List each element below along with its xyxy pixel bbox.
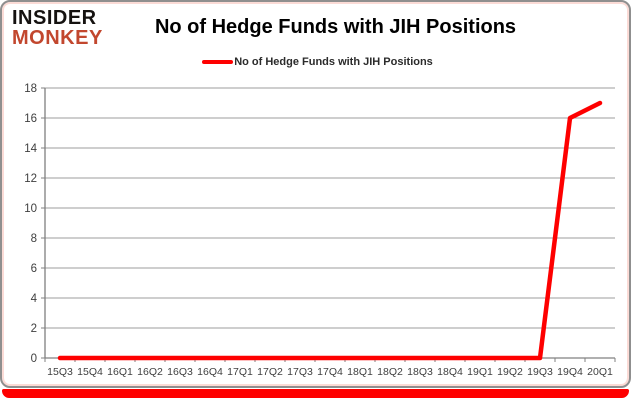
y-tick-label: 2 xyxy=(31,323,37,335)
x-tick-label: 15Q3 xyxy=(47,366,73,378)
x-tick-label: 18Q1 xyxy=(347,366,373,378)
x-tick-label: 15Q4 xyxy=(77,366,103,378)
y-tick-label: 14 xyxy=(24,143,37,155)
x-tick-label: 16Q3 xyxy=(167,366,193,378)
x-tick-label: 18Q3 xyxy=(407,366,433,378)
y-tick-label: 8 xyxy=(31,233,37,245)
x-tick-label: 16Q2 xyxy=(137,366,163,378)
y-tick-label: 12 xyxy=(24,173,37,185)
y-tick-label: 4 xyxy=(31,293,38,305)
x-tick-label: 20Q1 xyxy=(587,366,613,378)
y-tick-label: 16 xyxy=(24,113,37,125)
y-tick-label: 10 xyxy=(24,203,37,215)
x-tick-label: 18Q4 xyxy=(437,366,463,378)
x-tick-label: 19Q4 xyxy=(557,366,583,378)
chart-frame xyxy=(0,0,631,388)
chart-legend: No of Hedge Funds with JIH Positions xyxy=(0,56,635,68)
x-tick-label: 19Q3 xyxy=(527,366,553,378)
x-tick-label: 17Q2 xyxy=(257,366,283,378)
x-tick-label: 17Q1 xyxy=(227,366,253,378)
legend-label: No of Hedge Funds with JIH Positions xyxy=(234,56,433,68)
legend-line-icon xyxy=(202,60,234,64)
brand-bottom-bar xyxy=(2,389,629,398)
x-tick-label: 17Q4 xyxy=(317,366,343,378)
x-tick-label: 19Q2 xyxy=(497,366,523,378)
chart-title: No of Hedge Funds with JIH Positions xyxy=(154,16,517,38)
brand-logo: INSIDER MONKEY xyxy=(12,7,103,49)
x-tick-label: 18Q2 xyxy=(377,366,403,378)
x-tick-label: 17Q3 xyxy=(287,366,313,378)
x-tick-label: 19Q1 xyxy=(467,366,493,378)
x-tick-label: 16Q4 xyxy=(197,366,223,378)
y-tick-label: 0 xyxy=(31,353,37,365)
y-tick-label: 18 xyxy=(24,83,37,95)
series-line xyxy=(57,100,603,361)
brand-line-monkey: MONKEY xyxy=(12,26,103,49)
brand-line-insider: INSIDER xyxy=(12,7,97,29)
x-tick-label: 16Q1 xyxy=(107,366,133,378)
y-tick-label: 6 xyxy=(31,263,37,275)
